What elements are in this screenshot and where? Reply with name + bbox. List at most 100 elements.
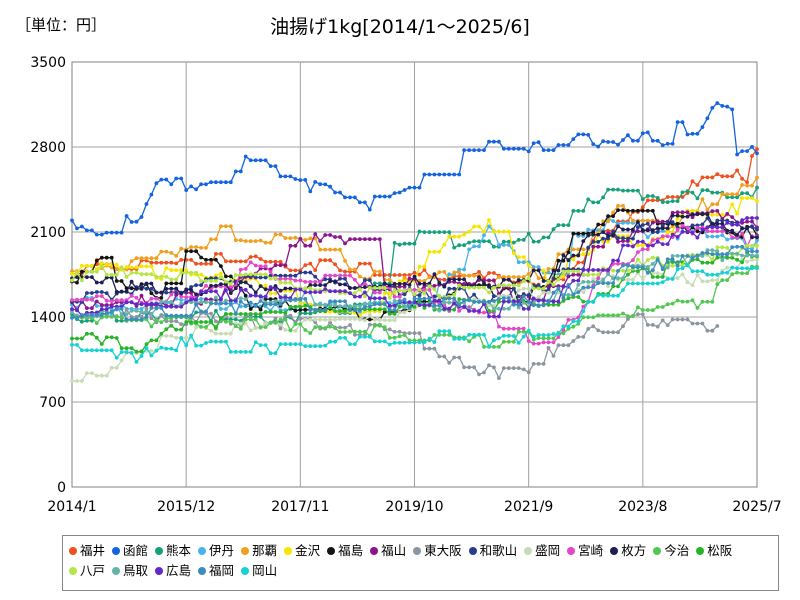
- data-point: [268, 240, 273, 245]
- data-point: [482, 310, 486, 315]
- data-point: [680, 299, 685, 304]
- data-point: [705, 175, 710, 180]
- data-point: [139, 310, 144, 314]
- data-point: [367, 317, 372, 322]
- data-point: [263, 321, 268, 325]
- data-point: [382, 302, 387, 307]
- data-point: [705, 260, 710, 265]
- data-point: [437, 172, 442, 177]
- data-point: [601, 330, 605, 335]
- x-tick-label: 2021/9: [504, 499, 553, 515]
- data-point: [437, 230, 442, 235]
- data-point: [333, 309, 337, 313]
- data-point: [194, 297, 199, 302]
- data-point: [427, 346, 432, 351]
- data-point: [258, 275, 263, 280]
- data-point: [526, 307, 531, 311]
- x-tick-label: 2015/12: [157, 499, 215, 515]
- series-枚方: [70, 212, 759, 297]
- data-point: [397, 299, 402, 303]
- data-point: [715, 218, 720, 223]
- data-point: [616, 187, 620, 192]
- data-point: [422, 296, 427, 301]
- data-point: [129, 300, 134, 305]
- data-point: [303, 311, 308, 316]
- data-point: [382, 194, 387, 199]
- data-point: [566, 324, 571, 329]
- data-point: [343, 336, 347, 340]
- data-point: [695, 257, 700, 262]
- data-point: [482, 281, 486, 285]
- data-point: [214, 252, 218, 256]
- data-point: [318, 302, 323, 307]
- data-point: [621, 311, 625, 316]
- data-point: [219, 316, 223, 320]
- data-point: [735, 211, 739, 216]
- data-point: [551, 282, 556, 287]
- data-point: [382, 291, 387, 296]
- data-point: [402, 273, 407, 277]
- data-point: [745, 243, 749, 248]
- data-point: [511, 240, 516, 245]
- data-point: [283, 328, 288, 332]
- data-point: [636, 243, 640, 248]
- data-point: [85, 306, 89, 310]
- data-point: [680, 263, 685, 268]
- data-point: [248, 293, 253, 298]
- data-point: [194, 270, 199, 275]
- data-point: [353, 294, 357, 299]
- data-point: [303, 270, 308, 275]
- data-point: [94, 373, 99, 378]
- data-point: [323, 283, 328, 287]
- data-point: [606, 281, 610, 285]
- data-point: [442, 296, 447, 301]
- data-point: [263, 158, 268, 163]
- data-point: [159, 249, 164, 254]
- data-point: [452, 172, 457, 177]
- data-point: [333, 326, 337, 330]
- data-point: [710, 234, 715, 239]
- data-point: [715, 255, 720, 260]
- data-point: [263, 343, 268, 347]
- data-point: [636, 138, 640, 143]
- legend-label: 盛岡: [535, 543, 561, 558]
- data-point: [472, 244, 476, 249]
- data-point: [377, 307, 382, 312]
- data-point: [501, 275, 506, 279]
- data-point: [670, 263, 675, 268]
- data-point: [640, 312, 645, 317]
- data-point: [650, 198, 655, 203]
- data-point: [695, 131, 700, 136]
- data-point: [482, 233, 486, 238]
- data-point: [303, 290, 308, 295]
- data-point: [184, 249, 189, 254]
- data-point: [372, 296, 377, 301]
- data-point: [298, 322, 303, 326]
- data-point: [258, 272, 263, 277]
- data-point: [695, 269, 700, 274]
- data-point: [377, 339, 382, 344]
- data-point: [645, 308, 650, 312]
- data-point: [487, 299, 491, 304]
- data-point: [333, 235, 337, 239]
- data-point: [273, 351, 278, 356]
- data-point: [710, 328, 715, 333]
- data-point: [640, 208, 645, 213]
- data-point: [288, 273, 293, 278]
- data-point: [561, 299, 566, 303]
- data-point: [506, 366, 511, 370]
- data-point: [303, 303, 308, 308]
- data-point: [551, 290, 556, 295]
- data-point: [536, 283, 541, 288]
- series-福岡: [70, 244, 759, 322]
- legend-label: 金沢: [295, 543, 321, 558]
- data-point: [149, 353, 154, 358]
- data-point: [531, 334, 536, 339]
- data-point: [189, 270, 194, 275]
- data-point: [243, 267, 248, 271]
- legend-label: 八戸: [80, 563, 106, 578]
- data-point: [511, 283, 516, 288]
- data-point: [387, 295, 392, 300]
- data-point: [387, 318, 392, 323]
- data-point: [323, 273, 328, 278]
